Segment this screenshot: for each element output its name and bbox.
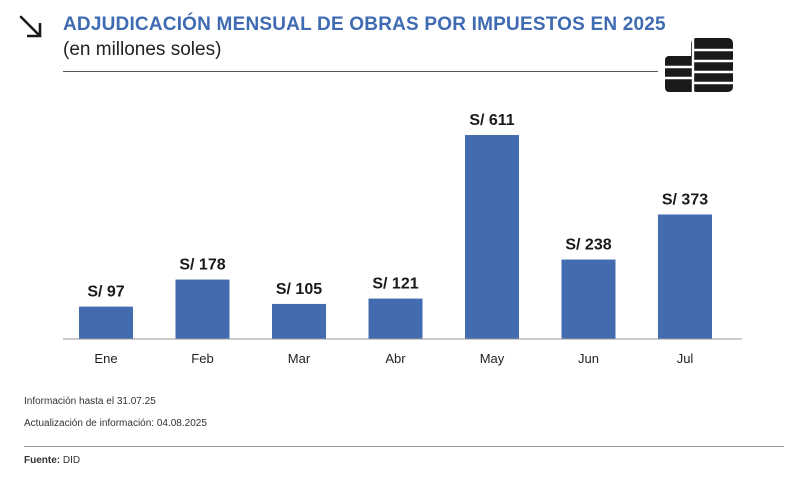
value-label-jun: S/ 238 <box>565 237 611 254</box>
bars-group <box>79 135 712 339</box>
category-label-mar: Mar <box>288 351 311 366</box>
value-label-abr: S/ 121 <box>372 276 418 293</box>
coins-stack-icon <box>665 38 733 92</box>
bar-may <box>465 135 519 339</box>
arrow-down-right-icon <box>19 15 42 38</box>
bar-feb <box>175 279 230 339</box>
bar-jun <box>561 259 616 339</box>
note-info-until: Información hasta el 31.07.25 <box>24 396 156 407</box>
category-label-jun: Jun <box>578 351 599 366</box>
category-labels-group: Ene Feb Mar Abr May Jun Jul <box>94 351 693 366</box>
value-labels-group: S/ 97 S/ 178 S/ 105 S/ 121 S/ 611 S/ 238 S/ 37… <box>87 112 708 301</box>
footer-divider <box>24 446 784 447</box>
value-label-may: S/ 611 <box>469 112 514 129</box>
value-label-jul: S/ 373 <box>662 191 708 208</box>
note-updated: Actualización de información: 04.08.2025 <box>24 418 207 429</box>
chart-subtitle: (en millones soles) <box>63 39 222 60</box>
source-note: Fuente: DID <box>24 455 80 466</box>
category-label-ene: Ene <box>94 351 117 366</box>
bar-abr <box>368 298 423 339</box>
source-label: Fuente: <box>24 455 61 466</box>
bar-jul <box>658 214 712 339</box>
value-label-ene: S/ 97 <box>87 284 124 301</box>
bar-ene <box>79 306 133 339</box>
category-label-may: May <box>480 351 505 366</box>
category-label-jul: Jul <box>677 351 694 366</box>
source-value: DID <box>60 455 81 466</box>
bar-mar <box>272 303 326 339</box>
value-label-mar: S/ 105 <box>276 281 322 298</box>
chart-title: ADJUDICACIÓN MENSUAL DE OBRAS POR IMPUES… <box>63 14 666 35</box>
category-label-feb: Feb <box>191 351 213 366</box>
value-label-feb: S/ 178 <box>179 257 225 274</box>
category-label-abr: Abr <box>385 351 406 366</box>
header-divider <box>63 71 658 72</box>
